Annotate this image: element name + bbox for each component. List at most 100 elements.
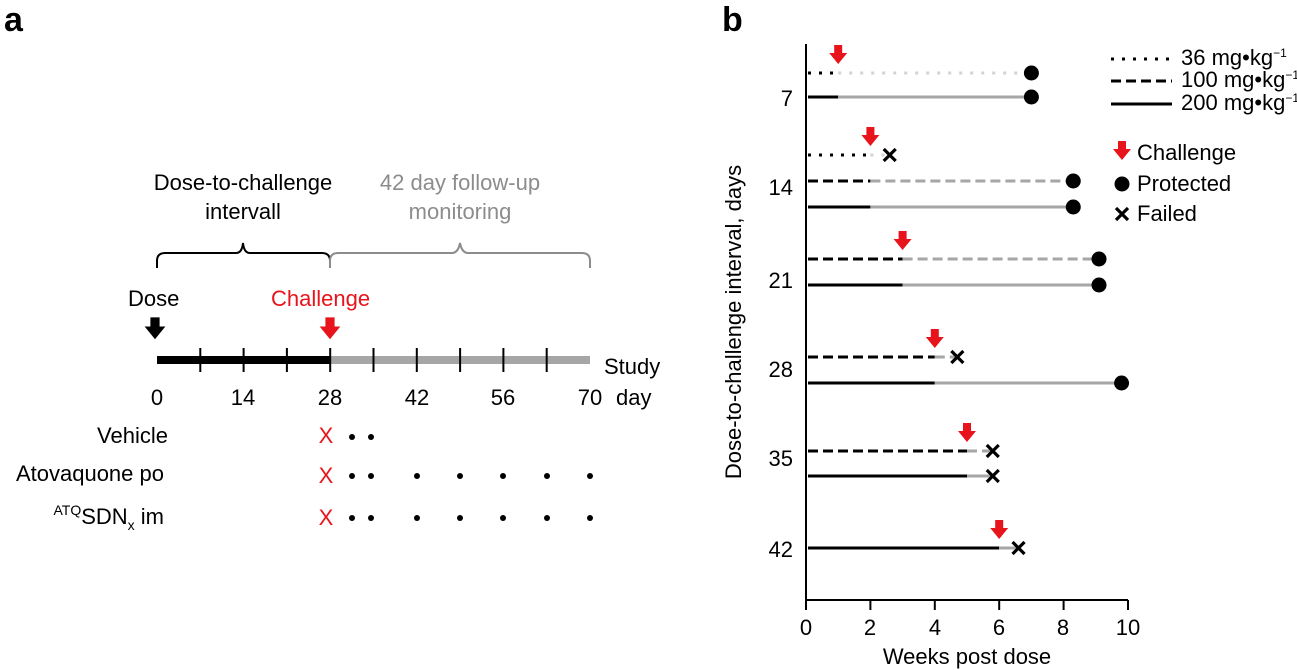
y-tick-label: 28 [769,357,793,382]
timeline-tick-label: 0 [151,385,163,410]
x-tick-label: 2 [864,615,876,640]
y-tick-labels: 7 14 21 28 35 42 [769,86,793,562]
group-label-vehicle: Vehicle [97,423,168,448]
legend-protected-label: Protected [1137,171,1231,196]
y-tick-label: 14 [769,175,793,200]
bracket-left-label-line1: Dose-to-challenge [154,170,333,195]
interval-group-7 [808,45,1039,105]
timeline-tick-label: 28 [318,385,342,410]
y-tick-label: 42 [769,537,793,562]
y-tick-label: 35 [769,446,793,471]
observation-dot [414,473,420,479]
protected-marker [1114,375,1130,391]
panel-b: b Dose-to-challenge interval, days Weeks… [721,1,1297,669]
bracket-right-label-line1: 42 day follow-up [380,170,540,195]
x-ticks [805,600,1129,610]
x-axis-title: Weeks post dose [883,644,1051,669]
protected-marker [1023,89,1039,105]
bracket-right [329,242,591,268]
protected-marker [1091,251,1107,267]
observation-dot [368,515,374,521]
panel-b-letter: b [722,1,743,39]
challenge-arrow-icon [893,231,912,250]
legend-challenge-icon [1113,141,1131,160]
failure-mark: X [319,463,334,488]
group-label-main: SDN [81,504,127,529]
group-label-suffix: im [135,504,164,529]
challenge-arrow-icon [861,127,880,146]
observation-dot [457,515,463,521]
challenge-arrow-icon [990,520,1009,539]
group-label-sub: x [128,517,135,533]
legend-dose-36: 36 mg•kg−1 [1181,45,1287,70]
timeline-tick-label: 14 [231,385,255,410]
dose-label: Dose [128,286,179,311]
timeline-tick-label: 70 [578,385,602,410]
interval-group-42 [808,520,1026,556]
observation-dot [587,515,593,521]
legend-failed-label: Failed [1137,201,1197,226]
y-tick-label: 21 [769,268,793,293]
challenge-label: Challenge [271,286,370,311]
observation-dot [544,515,550,521]
observation-dot [349,473,355,479]
observation-dot [544,473,550,479]
panel-a-letter: a [4,1,24,39]
x-tick-label: 4 [929,615,941,640]
failed-marker [950,349,965,365]
legend-dose-36-exp: −1 [1273,46,1287,60]
dose-arrow-icon [144,317,166,340]
x-tick-label: 8 [1057,615,1069,640]
group-label-atq-sdn: ATQSDNx im [53,502,164,533]
legend-protected-icon [1114,176,1130,192]
y-axis-title: Dose-to-challenge interval, days [721,165,746,479]
series-layer [808,45,1130,556]
bracket-right-label-line2: monitoring [409,199,512,224]
failure-mark: X [319,423,334,448]
x-tick-label: 0 [800,615,812,640]
challenge-arrow-icon [319,317,341,340]
study-day-label-line2: day [616,385,651,410]
legend-dose-200-label: 200 mg•kg [1181,90,1285,115]
failed-marker [985,468,1000,484]
x-tick-labels: 0 2 4 6 8 10 [800,615,1140,640]
observation-dot [457,473,463,479]
legend-failed-icon [1114,206,1130,222]
panel-a: a Dose-to-challenge intervall 42 day fol… [4,1,660,533]
observation-dot [587,473,593,479]
observation-dot [368,473,374,479]
protected-marker [1065,173,1081,189]
observation-dots [349,434,593,521]
group-label-sup: ATQ [53,502,81,518]
failure-mark: X [319,505,334,530]
group-label-atovaquone: Atovaquone po [16,461,164,486]
legend-dose-100-label: 100 mg•kg [1181,67,1285,92]
timeline-tick-labels: 0 14 28 42 56 70 [151,385,602,410]
interval-group-28 [808,329,1130,391]
legend-dose-200-exp: −1 [1285,91,1297,105]
y-tick-label: 7 [781,86,793,111]
observation-dot [349,515,355,521]
x-tick-label: 6 [993,615,1005,640]
observation-dot [500,473,506,479]
study-day-label-line1: Study [604,354,660,379]
timeline-ticks [199,348,548,372]
observation-dot [414,515,420,521]
failed-marker [985,443,1000,459]
timeline-tick-label: 56 [491,385,515,410]
legend-dose-100: 100 mg•kg−1 [1181,67,1297,92]
challenge-arrow-icon [829,45,848,64]
protected-marker [1091,277,1107,293]
legend: 36 mg•kg−1 100 mg•kg−1 200 mg•kg−1 Chall… [1111,45,1297,226]
observation-dot [368,434,374,440]
bracket-left [156,242,331,268]
failed-marker [1011,540,1026,556]
interval-group-14 [808,127,1081,215]
challenge-arrow-icon [925,329,944,348]
challenge-arrow-icon [958,423,976,442]
interval-group-35 [808,423,1000,484]
interval-group-21 [808,231,1107,293]
legend-challenge-label: Challenge [1137,140,1236,165]
timeline-tick-label: 42 [405,385,429,410]
